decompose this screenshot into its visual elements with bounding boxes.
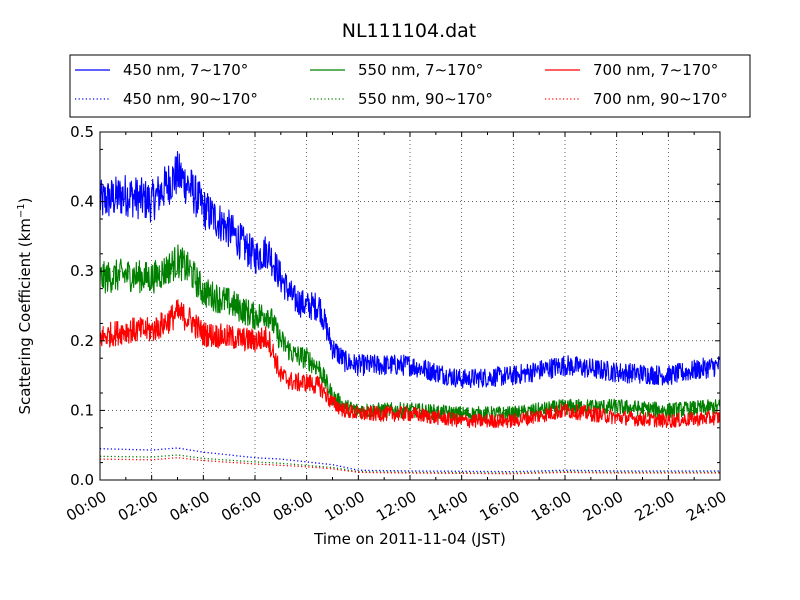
y-tick-label: 0.3 (70, 262, 94, 280)
chart-title: NL111104.dat (342, 20, 477, 42)
series-line (99, 299, 721, 429)
y-tick-label: 0.4 (70, 193, 94, 211)
legend-entry-label: 450 nm, 7∼170° (123, 61, 248, 79)
y-axis-label-superscript: −1 (16, 203, 27, 218)
series-line (99, 447, 720, 473)
series-lines (99, 151, 721, 475)
legend-entry-label: 700 nm, 90∼170° (593, 90, 728, 108)
legend: 450 nm, 7∼170° 550 nm, 7∼170° 700 nm, 7∼17… (69, 54, 751, 118)
x-axis-label: Time on 2011-11-04 (JST) (313, 530, 506, 548)
legend-entry-label: 550 nm, 90∼170° (358, 90, 493, 108)
y-tick-label: 0.5 (70, 123, 94, 141)
y-axis-label: Scattering Coefficient (km−1) (16, 197, 34, 414)
legend-entry-label: 700 nm, 7∼170° (593, 61, 718, 79)
legend-entry-label: 550 nm, 7∼170° (358, 61, 483, 79)
series-line (99, 244, 721, 422)
y-tick-label: 0.0 (70, 471, 94, 489)
legend-frame (69, 54, 751, 118)
series-line (99, 457, 720, 475)
y-tick-label: 0.2 (70, 332, 94, 350)
series-line (99, 151, 721, 389)
legend-entry-label: 450 nm, 90∼170° (123, 90, 258, 108)
y-axis-label-close: ) (16, 197, 34, 203)
y-tick-label: 0.1 (70, 401, 94, 419)
